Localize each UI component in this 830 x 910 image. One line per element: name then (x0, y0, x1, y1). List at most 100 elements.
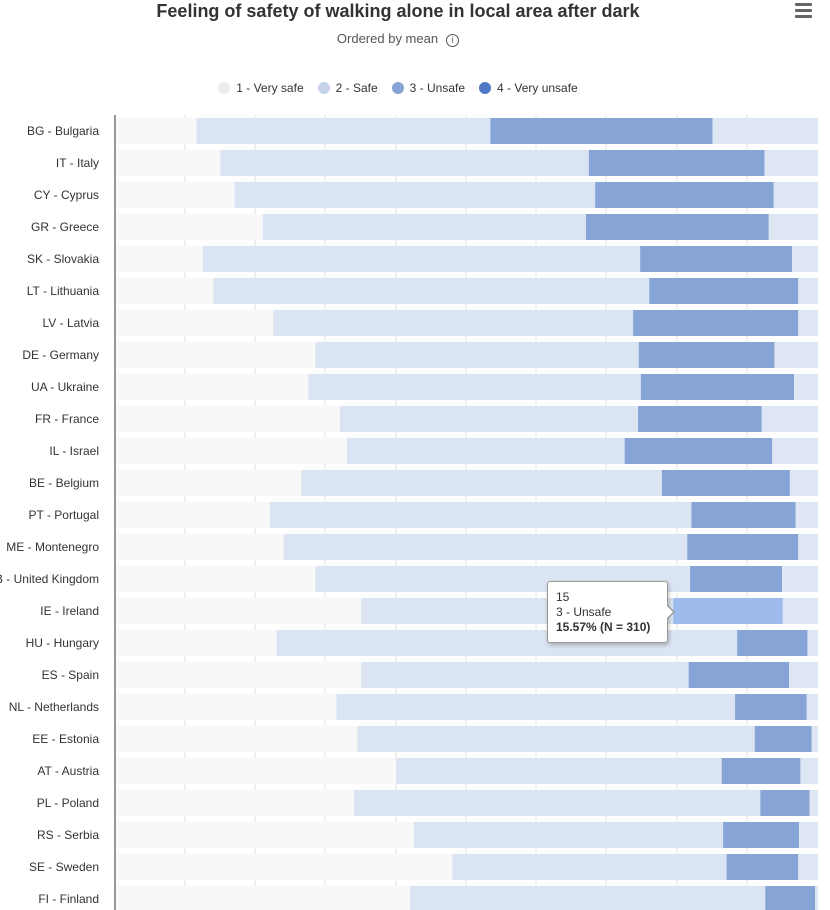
bar-1-very-safe[interactable] (115, 694, 337, 720)
bar-4-very-unsafe[interactable] (815, 886, 818, 910)
bar-1-very-safe[interactable] (115, 854, 453, 880)
bar-1-very-safe[interactable] (115, 790, 355, 816)
bar-3-unsafe[interactable] (640, 246, 792, 272)
bar-4-very-unsafe[interactable] (768, 214, 818, 240)
bar-4-very-unsafe[interactable] (773, 182, 818, 208)
bar-4-very-unsafe[interactable] (791, 246, 818, 272)
bar-2-safe[interactable] (301, 470, 662, 496)
bar-1-very-safe[interactable] (115, 278, 214, 304)
bar-3-unsafe[interactable] (760, 790, 810, 816)
bar-4-very-unsafe[interactable] (806, 694, 818, 720)
bar-2-safe[interactable] (262, 214, 587, 240)
bar-3-unsafe[interactable] (586, 214, 769, 240)
bar-4-very-unsafe[interactable] (761, 406, 818, 432)
bar-3-unsafe[interactable] (638, 406, 762, 432)
bar-3-unsafe[interactable] (649, 278, 799, 304)
bar-1-very-safe[interactable] (115, 502, 270, 528)
bar-4-very-unsafe[interactable] (789, 662, 818, 688)
bar-4-very-unsafe[interactable] (782, 566, 818, 592)
bar-2-safe[interactable] (361, 662, 689, 688)
bar-4-very-unsafe[interactable] (811, 726, 818, 752)
bar-1-very-safe[interactable] (115, 214, 263, 240)
bar-1-very-safe[interactable] (115, 534, 284, 560)
bar-3-unsafe[interactable] (735, 694, 807, 720)
bar-1-very-safe[interactable] (115, 406, 340, 432)
bar-1-very-safe[interactable] (115, 630, 277, 656)
bar-3-unsafe[interactable] (721, 758, 801, 784)
bar-1-very-safe[interactable] (115, 662, 362, 688)
bar-3-unsafe[interactable] (640, 374, 795, 400)
bar-4-very-unsafe[interactable] (798, 310, 818, 336)
bar-2-safe[interactable] (283, 534, 688, 560)
bar-4-very-unsafe[interactable] (782, 598, 818, 624)
bar-2-safe[interactable] (346, 438, 625, 464)
bar-3-unsafe[interactable] (688, 662, 790, 688)
bar-3-unsafe[interactable] (765, 886, 816, 910)
bar-2-safe[interactable] (315, 342, 639, 368)
bar-2-safe[interactable] (357, 726, 755, 752)
bar-4-very-unsafe[interactable] (712, 118, 818, 144)
bar-1-very-safe[interactable] (115, 566, 316, 592)
bar-4-very-unsafe[interactable] (798, 278, 818, 304)
bar-2-safe[interactable] (213, 278, 650, 304)
bar-3-unsafe[interactable] (638, 342, 775, 368)
bar-3-unsafe[interactable] (723, 822, 800, 848)
bar-4-very-unsafe[interactable] (799, 822, 818, 848)
bar-3-unsafe[interactable] (673, 598, 783, 624)
bar-2-safe[interactable] (308, 374, 641, 400)
bar-3-unsafe[interactable] (588, 150, 765, 176)
bar-4-very-unsafe[interactable] (772, 438, 819, 464)
bar-1-very-safe[interactable] (115, 758, 397, 784)
bar-4-very-unsafe[interactable] (807, 630, 818, 656)
bar-3-unsafe[interactable] (595, 182, 774, 208)
bar-2-safe[interactable] (410, 886, 766, 910)
legend-item-very-unsafe[interactable]: 4 - Very unsafe (479, 81, 578, 95)
bar-3-unsafe[interactable] (737, 630, 808, 656)
bar-2-safe[interactable] (269, 502, 692, 528)
bar-1-very-safe[interactable] (115, 438, 347, 464)
bar-1-very-safe[interactable] (115, 182, 235, 208)
bar-2-safe[interactable] (413, 822, 724, 848)
bar-2-safe[interactable] (273, 310, 634, 336)
bar-4-very-unsafe[interactable] (794, 374, 818, 400)
bar-3-unsafe[interactable] (726, 854, 799, 880)
bar-4-very-unsafe[interactable] (789, 470, 818, 496)
bar-4-very-unsafe[interactable] (764, 150, 818, 176)
bar-1-very-safe[interactable] (115, 310, 274, 336)
bar-3-unsafe[interactable] (624, 438, 773, 464)
bar-1-very-safe[interactable] (115, 246, 203, 272)
bar-2-safe[interactable] (339, 406, 639, 432)
bar-3-unsafe[interactable] (690, 566, 783, 592)
bar-2-safe[interactable] (220, 150, 589, 176)
info-icon[interactable]: i (446, 34, 460, 47)
bar-2-safe[interactable] (336, 694, 736, 720)
bar-3-unsafe[interactable] (490, 118, 713, 144)
bar-1-very-safe[interactable] (115, 886, 411, 910)
bar-1-very-safe[interactable] (115, 118, 197, 144)
bar-2-safe[interactable] (276, 630, 738, 656)
bar-4-very-unsafe[interactable] (798, 854, 818, 880)
bar-1-very-safe[interactable] (115, 822, 414, 848)
bar-2-safe[interactable] (202, 246, 641, 272)
bar-2-safe[interactable] (234, 182, 596, 208)
bar-1-very-safe[interactable] (115, 598, 362, 624)
bar-2-safe[interactable] (354, 790, 761, 816)
bar-3-unsafe[interactable] (687, 534, 799, 560)
bar-1-very-safe[interactable] (115, 470, 302, 496)
bar-2-safe[interactable] (196, 118, 491, 144)
hamburger-menu-icon[interactable] (795, 3, 813, 19)
bar-3-unsafe[interactable] (661, 470, 790, 496)
bar-3-unsafe[interactable] (691, 502, 796, 528)
legend-item-very-safe[interactable]: 1 - Very safe (218, 81, 304, 95)
bar-3-unsafe[interactable] (754, 726, 812, 752)
bar-1-very-safe[interactable] (115, 150, 221, 176)
bar-4-very-unsafe[interactable] (795, 502, 819, 528)
bar-4-very-unsafe[interactable] (774, 342, 818, 368)
bar-2-safe[interactable] (452, 854, 727, 880)
legend-item-unsafe[interactable]: 3 - Unsafe (391, 81, 465, 95)
bar-1-very-safe[interactable] (115, 342, 316, 368)
legend-item-safe[interactable]: 2 - Safe (317, 81, 378, 95)
bar-1-very-safe[interactable] (115, 374, 309, 400)
bar-4-very-unsafe[interactable] (809, 790, 818, 816)
bar-2-safe[interactable] (396, 758, 722, 784)
